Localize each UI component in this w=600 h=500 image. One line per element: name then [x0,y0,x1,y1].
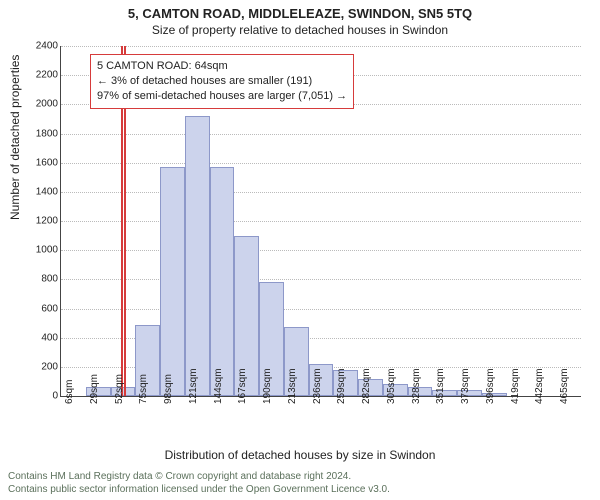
histogram-bar [160,167,185,396]
y-tick-label: 1400 [36,186,58,197]
x-tick-label: 29sqm [89,374,100,404]
x-tick-label: 419sqm [510,368,521,404]
x-tick-label: 305sqm [386,368,397,404]
x-tick-label: 373sqm [460,368,471,404]
x-tick-label: 121sqm [188,368,199,404]
y-tick-label: 600 [41,303,58,314]
x-tick-label: 6sqm [64,380,75,404]
y-axis-label: Number of detached properties [8,55,22,220]
y-tick-label: 200 [41,361,58,372]
y-tick-label: 1000 [36,245,58,256]
gridline [61,163,581,164]
x-tick-label: 98sqm [163,374,174,404]
x-tick-label: 213sqm [287,368,298,404]
info-box-line: 97% of semi-detached houses are larger (… [97,89,347,104]
y-tick-label: 2000 [36,99,58,110]
info-box-line: ← 3% of detached houses are smaller (191… [97,74,347,89]
gridline [61,221,581,222]
footer-line-2: Contains public sector information licen… [8,484,390,497]
y-tick-label: 2200 [36,70,58,81]
x-tick-label: 167sqm [237,368,248,404]
x-tick-label: 282sqm [361,368,372,404]
x-tick-label: 328sqm [411,368,422,404]
gridline [61,250,581,251]
x-tick-label: 465sqm [559,368,570,404]
info-box-line: 5 CAMTON ROAD: 64sqm [97,59,347,74]
y-tick-label: 2400 [36,41,58,52]
footer-line-1: Contains HM Land Registry data © Crown c… [8,471,390,484]
x-tick-label: 144sqm [213,368,224,404]
gridline [61,134,581,135]
gridline [61,309,581,310]
gridline [61,46,581,47]
x-tick-label: 351sqm [435,368,446,404]
y-tick-label: 1800 [36,128,58,139]
x-axis-label: Distribution of detached houses by size … [0,448,600,462]
y-tick-label: 0 [52,391,58,402]
x-tick-label: 75sqm [138,374,149,404]
histogram-bar [210,167,235,396]
x-tick-label: 396sqm [485,368,496,404]
x-tick-label: 259sqm [336,368,347,404]
gridline [61,192,581,193]
x-tick-label: 442sqm [534,368,545,404]
y-tick-label: 1200 [36,216,58,227]
y-tick-label: 400 [41,332,58,343]
histogram-bar [185,116,210,396]
footer-attribution: Contains HM Land Registry data © Crown c… [8,471,390,496]
page-subtitle: Size of property relative to detached ho… [0,21,600,37]
x-tick-label: 52sqm [114,374,125,404]
x-tick-label: 236sqm [312,368,323,404]
gridline [61,279,581,280]
page-title: 5, CAMTON ROAD, MIDDLELEAZE, SWINDON, SN… [0,0,600,21]
info-box: 5 CAMTON ROAD: 64sqm← 3% of detached hou… [90,54,354,109]
x-tick-label: 190sqm [262,368,273,404]
y-tick-label: 1600 [36,157,58,168]
y-tick-label: 800 [41,274,58,285]
